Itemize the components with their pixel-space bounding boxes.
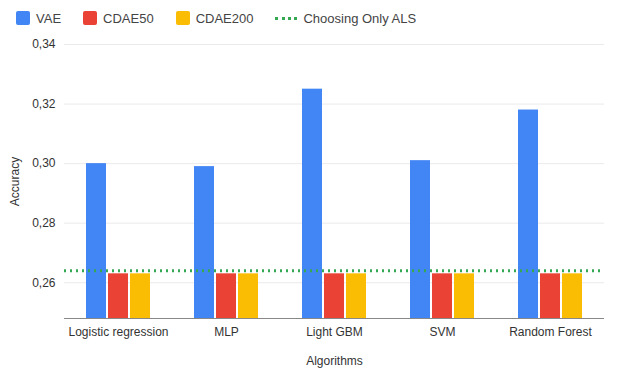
svg-text:Light GBM: Light GBM [306, 325, 363, 339]
html-text:CDAE50: CDAE50 [103, 10, 154, 26]
html-text:Choosing Only ALS: Choosing Only ALS [303, 10, 417, 26]
svg-text:Accuracy: Accuracy [8, 157, 22, 206]
svg-text:SVM: SVM [429, 325, 455, 339]
html-text:CDAE200: CDAE200 [195, 10, 254, 26]
svg-text:MLP: MLP [214, 325, 239, 339]
svg-text:Logistic regression: Logistic regression [68, 325, 168, 339]
html-text:VAE: VAE [36, 10, 62, 26]
svg-text:0,34: 0,34 [32, 37, 56, 51]
svg-text:0,26: 0,26 [32, 276, 56, 290]
svg-text:Algorithms: Algorithms [306, 354, 363, 368]
svg-text:0,32: 0,32 [32, 97, 56, 111]
svg-text:Random Forest: Random Forest [509, 325, 592, 339]
svg-text:0,30: 0,30 [32, 156, 56, 170]
svg-text:0,28: 0,28 [32, 216, 56, 230]
